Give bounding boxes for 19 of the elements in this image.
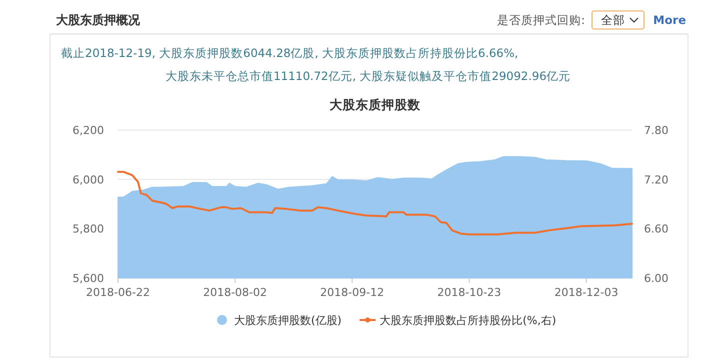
text: 截止2018-12-19, 大股东质押股数6044.28亿股, 大股东质押股数占所持股份比6.66%, — [61, 46, 518, 60]
x-tick-label: 2018-12-03 — [554, 286, 618, 299]
legend-label: 大股东质押股数占所持股份比(%,右) — [380, 314, 556, 327]
y-tick-label: 6,200 — [72, 124, 104, 137]
text: 大股东未平仓总市值11110.72亿元, 大股东疑似触及平仓市值29092.96亿元 — [165, 69, 571, 83]
y-tick-label: 5,600 — [72, 272, 104, 285]
y2-tick-label: 6.00 — [644, 272, 668, 285]
y2-tick-label: 6.60 — [644, 222, 668, 236]
y-tick-label: 5,800 — [72, 222, 104, 236]
y-tick-label: 6,000 — [72, 173, 104, 186]
x-tick-label: 2018-06-22 — [86, 286, 150, 299]
x-tick-label: 2018-08-02 — [203, 286, 268, 299]
y2-tick-label: 7.20 — [644, 173, 668, 186]
x-tick-label: 2018-10-23 — [437, 286, 502, 299]
chart-title: 大股东质押股数 — [330, 97, 422, 112]
header: 大股东质押概况 是否质押式回购: 全部 More — [56, 10, 686, 30]
y2-tick-label: 7.80 — [644, 124, 668, 137]
x-tick-label: 2018-09-12 — [320, 286, 384, 299]
legend-label: 大股东质押股数(亿股) — [234, 314, 342, 327]
